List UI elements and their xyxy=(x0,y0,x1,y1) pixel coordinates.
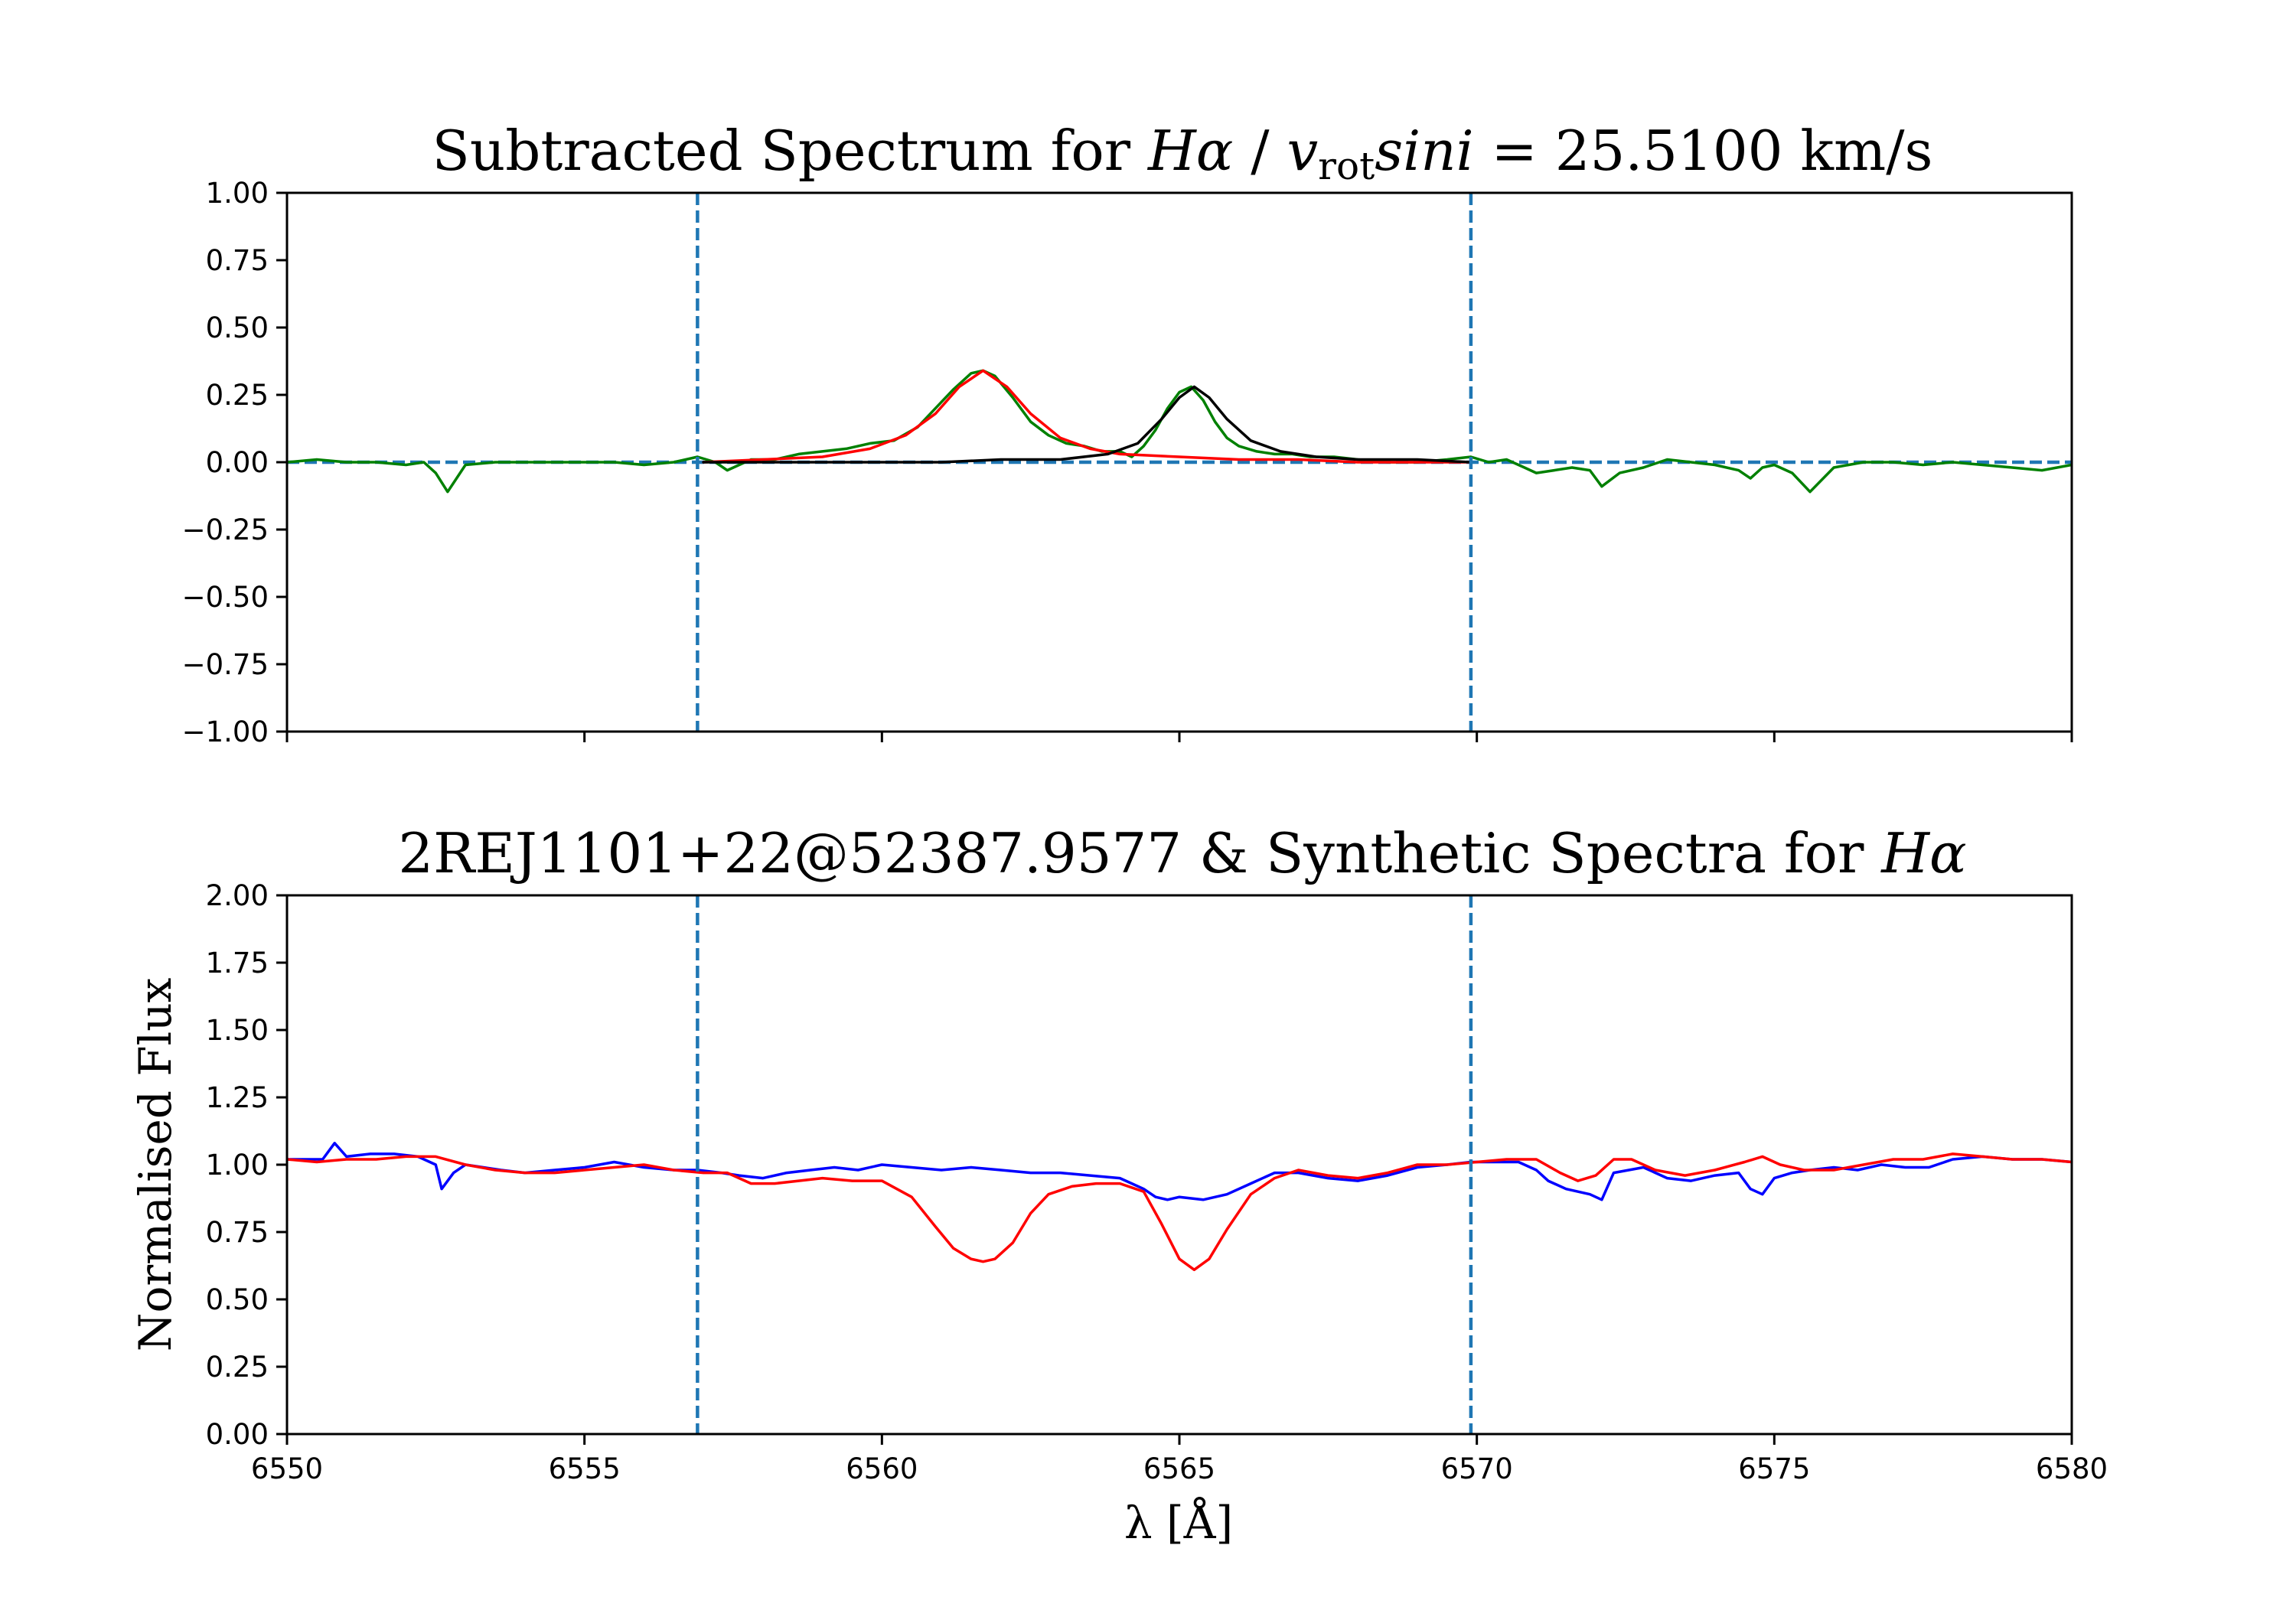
top-series-subtracted xyxy=(287,369,2072,494)
top-y-tick-label: −0.50 xyxy=(182,581,269,614)
bottom-y-tick-label: 1.00 xyxy=(206,1149,269,1182)
top-panel-title: Subtracted Spectrum for Hα / vrotsini = … xyxy=(432,119,1933,188)
bottom-x-tick-label: 6580 xyxy=(2036,1452,2108,1485)
top-x-ticks xyxy=(285,732,2073,742)
top-y-tick-label: −0.25 xyxy=(182,513,269,546)
bottom-x-tick-label: 6555 xyxy=(549,1452,621,1485)
bottom-x-tick-label: 6570 xyxy=(1441,1452,1513,1485)
top-y-tick-label: 0.25 xyxy=(206,379,269,412)
top-axes-frame xyxy=(285,191,2073,733)
top-plot-area xyxy=(287,193,2072,732)
bottom-x-tick-label: 6565 xyxy=(1143,1452,1215,1485)
bottom-y-tick-label: 1.75 xyxy=(206,947,269,980)
bottom-y-tick-label: 2.00 xyxy=(206,879,269,912)
bottom-x-ticks: 6550 6555 6560 6565 6570 6575 6580 xyxy=(251,1434,2108,1485)
bottom-panel: 2REJ1101+22@52387.9577 & Synthetic Spect… xyxy=(129,821,2108,1549)
top-y-tick-label: 0.75 xyxy=(206,244,269,277)
top-y-tick-label: −1.00 xyxy=(182,715,269,748)
bottom-x-tick-label: 6575 xyxy=(1738,1452,1810,1485)
top-y-tick-label: 0.00 xyxy=(206,446,269,479)
bottom-x-tick-label: 6560 xyxy=(846,1452,918,1485)
bottom-axes-frame xyxy=(285,894,2073,1436)
bottom-series-synthetic xyxy=(287,1152,2072,1272)
bottom-y-tick-label: 1.25 xyxy=(206,1081,269,1114)
bottom-series-observed xyxy=(287,1142,2072,1201)
top-y-tick-label: 1.00 xyxy=(206,177,269,210)
x-axis-label: λ [Å] xyxy=(1124,1497,1233,1549)
bottom-plot-area xyxy=(287,895,2072,1434)
y-axis-label: Normalised Flux xyxy=(129,978,181,1352)
bottom-y-ticks: 0.00 0.25 0.50 0.75 1.00 1.25 1.50 1.75 2.00 xyxy=(206,879,287,1451)
top-panel: Subtracted Spectrum for Hα / vrotsini = … xyxy=(182,119,2073,748)
top-y-tick-label: −0.75 xyxy=(182,648,269,681)
bottom-x-tick-label: 6550 xyxy=(251,1452,323,1485)
top-series-fit-component-2 xyxy=(702,385,1473,464)
top-y-tick-label: 0.50 xyxy=(206,311,269,344)
bottom-y-tick-label: 0.25 xyxy=(206,1351,269,1384)
bottom-y-tick-label: 0.00 xyxy=(206,1418,269,1451)
bottom-panel-title: 2REJ1101+22@52387.9577 & Synthetic Spect… xyxy=(398,821,1966,885)
bottom-y-tick-label: 0.50 xyxy=(206,1283,269,1316)
bottom-y-tick-label: 0.75 xyxy=(206,1216,269,1249)
top-series-fit-component-1 xyxy=(702,369,1473,464)
top-y-ticks: −1.00 −0.75 −0.50 −0.25 0.00 0.25 0.50 0.75 1.00 xyxy=(182,177,287,748)
bottom-y-tick-label: 1.50 xyxy=(206,1014,269,1047)
